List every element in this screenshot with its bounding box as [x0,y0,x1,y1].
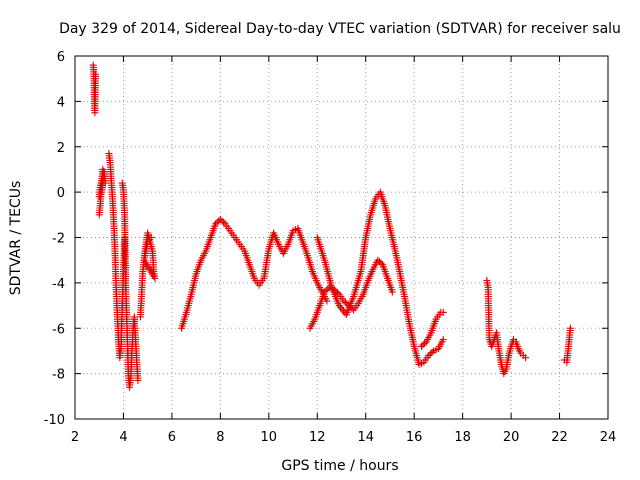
data-point-spike-2.8 [92,70,100,78]
y-axis-label: SDTVAR / TECUs [8,181,24,296]
y-tick-label: 0 [57,186,65,201]
x-tick-label: 24 [600,430,617,445]
x-tick-label: 18 [454,430,471,445]
data-point-arc-day [220,218,228,226]
data-point-rise-17 [421,339,429,347]
data-point-arc-day [212,220,220,228]
data-point-rise-12 [321,288,329,296]
data-point-peak-14.6 [439,336,447,344]
data-point-peak-14.6 [425,351,433,359]
y-tick-label: 6 [57,50,65,65]
x-tick-label: 14 [357,430,374,445]
chart-title: Day 329 of 2014, Sidereal Day-to-day VTE… [59,21,621,37]
y-tick-label: -4 [52,277,65,292]
x-axis-ticks: 2 4 6 8 10 12 14 16 18 20 22 24 [71,56,616,445]
y-tick-label: -2 [52,232,65,247]
y-tick-label: -8 [52,368,65,383]
data-point-rise-12 [340,297,348,305]
data-point-peak-14.6 [426,350,434,358]
x-tick-label: 16 [406,430,423,445]
data-point-rise-12 [377,259,385,267]
data-point-rise-17 [419,341,427,349]
y-axis-ticks: -10 -8 -6 -4 -2 0 2 4 6 [44,50,608,428]
x-axis-label: GPS time / hours [281,458,398,474]
y-tick-label: 2 [57,141,65,156]
data-point-rise-17 [417,342,425,350]
data-point-scatter-4.0 [134,376,142,384]
data-point-rise-12 [342,299,350,307]
x-tick-label: 22 [551,430,568,445]
data-point-late [566,324,574,332]
data-point-arc-day [216,215,224,223]
y-tick-label: 4 [57,95,65,110]
data-point-arc-day [218,217,226,225]
x-tick-label: 12 [309,430,326,445]
x-tick-label: 8 [216,430,224,445]
data-point-scatter-3.0 [101,179,109,187]
data-point-evening [522,354,530,362]
x-tick-label: 6 [168,430,176,445]
plot-frame [74,55,609,420]
data-point-rise-12 [375,258,383,266]
chart-grid [75,56,608,419]
data-point-rise-12 [374,256,382,264]
data-point-rise-12 [333,289,341,297]
x-tick-label: 10 [261,430,278,445]
data-point-rise-17 [439,308,447,316]
x-tick-label: 4 [119,430,127,445]
x-tick-label: 20 [503,430,520,445]
data-point-rise-12 [322,286,330,294]
data-point-arc-day [213,218,221,226]
y-tick-label: -6 [52,322,65,337]
data-point-peak-14.6 [428,348,436,356]
y-tick-label: -10 [44,413,65,428]
data-point-cluster-5 [147,234,155,241]
data-point-rise-12 [388,288,396,296]
x-tick-label: 2 [71,430,79,445]
data-points [89,61,574,391]
